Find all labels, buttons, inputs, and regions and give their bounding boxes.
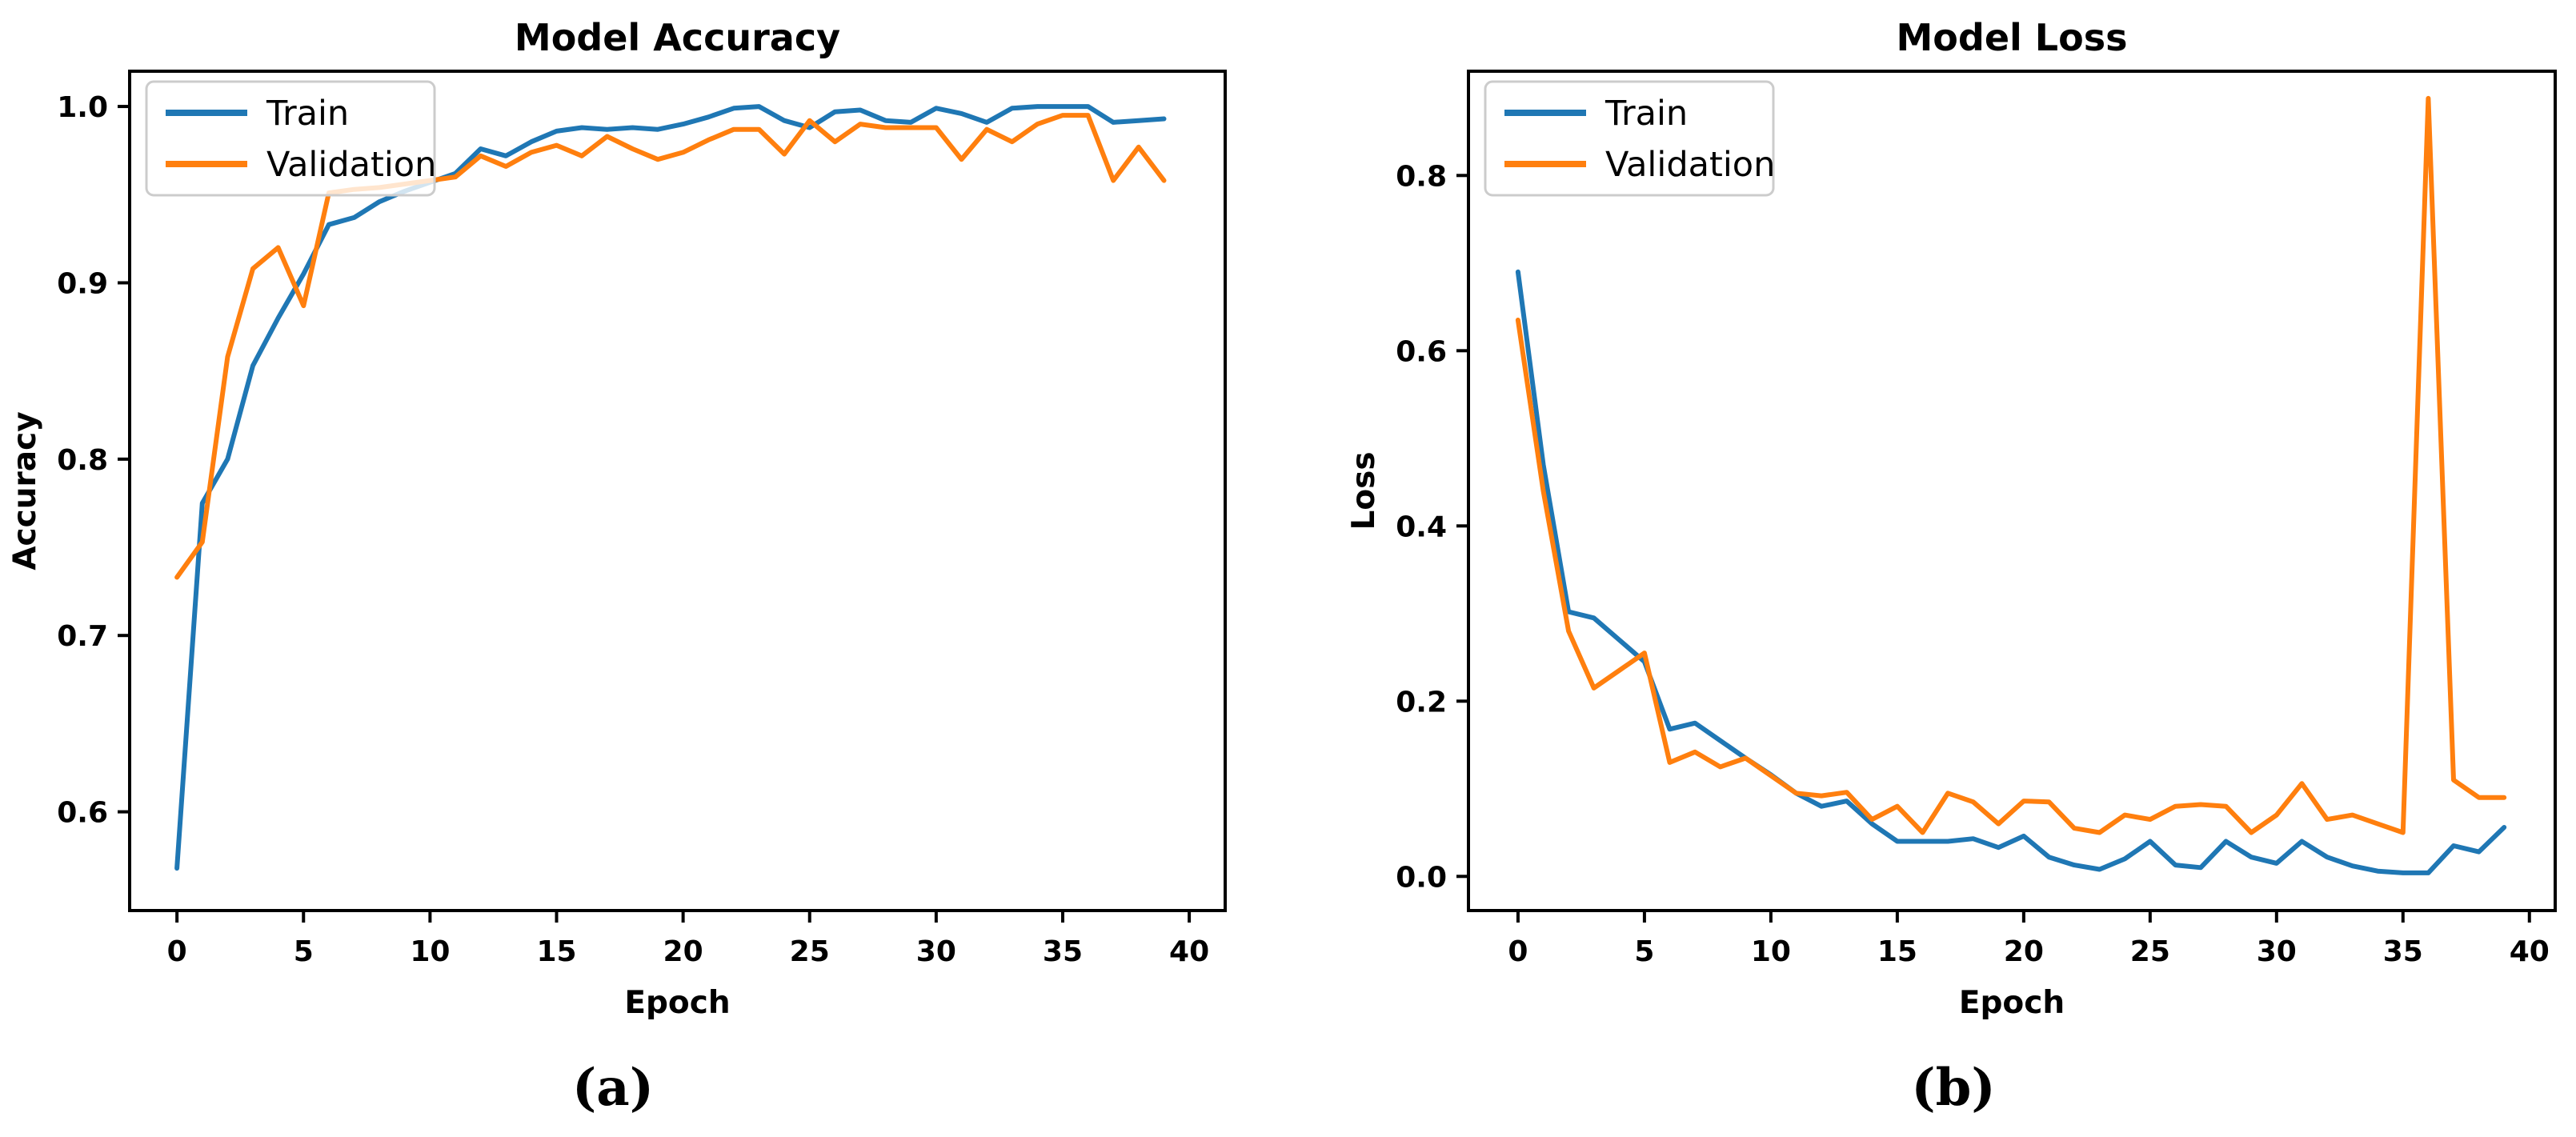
chart-loss: Model Loss 0 5 10 15 20 25 30 35 40 0.0 0.2 0.4 0.6 0.…: [1346, 16, 2557, 1021]
x-tick-label: 30: [2257, 935, 2297, 968]
y-tick-label: 0.2: [1396, 686, 1447, 719]
legend-label-train: Train: [1604, 94, 1688, 134]
legend: Train Validation: [145, 80, 436, 197]
x-tick-label: 20: [2004, 935, 2044, 968]
x-tick-label: 5: [1634, 935, 1654, 968]
y-tick-label: 0.0: [1396, 861, 1447, 894]
x-tick-label: 35: [1043, 935, 1083, 968]
y-tick-label: 1.0: [57, 91, 108, 124]
caption-b: (b): [1911, 1058, 1996, 1118]
y-axis-label: Accuracy: [7, 411, 43, 570]
x-tick-label: 25: [790, 935, 830, 968]
legend: Train Validation: [1484, 80, 1775, 197]
y-tick-label: 0.8: [1396, 160, 1447, 193]
series-line-validation: [1515, 95, 2507, 835]
x-tick-label: 0: [1508, 935, 1528, 968]
x-tick-label: 10: [410, 935, 450, 968]
x-axis-label: Epoch: [624, 985, 730, 1021]
chart-title: Model Accuracy: [515, 16, 840, 59]
caption-a: (a): [571, 1058, 655, 1118]
series-line-train: [1515, 269, 2507, 875]
x-axis-label: Epoch: [1959, 985, 2065, 1021]
y-tick-label: 0.9: [57, 267, 108, 300]
y-tick-label: 0.6: [1396, 335, 1447, 368]
y-axis-label: Loss: [1346, 451, 1382, 530]
x-tick-label: 0: [167, 935, 187, 968]
chart-title: Model Loss: [1897, 16, 2128, 59]
x-tick-label: 10: [1751, 935, 1791, 968]
x-tick-label: 30: [916, 935, 956, 968]
x-tick-label: 15: [1877, 935, 1917, 968]
chart-accuracy: Model Accuracy 0 5 10 15 20 25 30 35 40 0.6 0.7 0.8 0…: [7, 16, 1227, 1021]
plot-border: [1467, 70, 2557, 912]
x-tick-label: 15: [536, 935, 576, 968]
plot-border: [128, 70, 1227, 912]
legend-label-validation: Validation: [266, 145, 436, 185]
x-tick-label: 5: [294, 935, 314, 968]
y-tick-label: 0.4: [1396, 510, 1447, 543]
series-line-train: [174, 104, 1167, 871]
y-tick-label: 0.7: [57, 620, 108, 653]
x-tick-label: 40: [2510, 935, 2550, 968]
y-tick-label: 0.6: [57, 797, 108, 830]
y-tick-label: 0.8: [57, 444, 108, 477]
legend-label-train: Train: [266, 94, 349, 134]
x-tick-label: 20: [663, 935, 703, 968]
x-tick-label: 40: [1169, 935, 1209, 968]
x-tick-label: 25: [2130, 935, 2170, 968]
x-tick-label: 35: [2383, 935, 2423, 968]
legend-label-validation: Validation: [1605, 145, 1775, 185]
